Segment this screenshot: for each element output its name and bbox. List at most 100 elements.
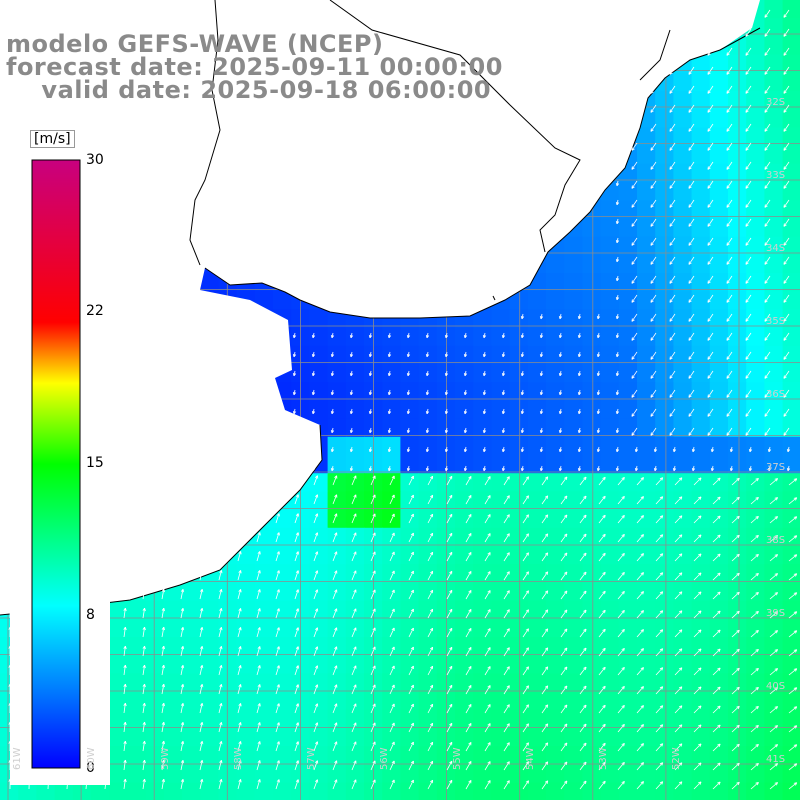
field-cell <box>509 345 529 365</box>
field-cell <box>309 655 329 674</box>
land-mask <box>0 0 761 616</box>
field-cell <box>564 546 583 565</box>
wind-arrow <box>615 123 620 130</box>
field-cell <box>600 436 620 456</box>
field-cell <box>400 655 420 674</box>
wind-arrow <box>560 495 568 505</box>
field-cell <box>527 673 547 693</box>
wind-arrow <box>503 704 510 714</box>
wind-arrow <box>503 590 510 600</box>
wind-arrow <box>332 684 338 695</box>
field-cell <box>509 455 529 474</box>
wind-arrow <box>123 588 127 600</box>
field-cell <box>709 491 729 511</box>
wind-arrow <box>294 589 300 600</box>
wind-arrow <box>726 408 733 417</box>
field-cell <box>345 673 365 693</box>
wind-arrow <box>707 351 714 360</box>
wind-arrow <box>539 408 544 415</box>
wind-arrow <box>693 629 702 638</box>
wind-arrow <box>387 465 392 472</box>
wind-arrow <box>216 389 221 396</box>
field-cell <box>600 728 620 747</box>
wind-arrow <box>140 408 145 415</box>
wind-arrow <box>142 721 146 733</box>
wind-arrow <box>463 408 468 415</box>
wind-arrow <box>294 475 300 486</box>
field-cell <box>546 637 565 656</box>
wind-arrow <box>313 741 319 752</box>
field-cell <box>491 691 511 711</box>
wind-arrow <box>275 627 280 638</box>
wind-arrow <box>294 551 300 562</box>
wind-arrow <box>577 446 582 453</box>
field-cell <box>327 382 347 401</box>
field-cell <box>655 691 674 711</box>
wind-arrow <box>503 723 510 733</box>
field-cell <box>127 691 147 711</box>
wind-arrow <box>560 761 568 771</box>
wind-arrow <box>389 741 395 752</box>
field-cell <box>72 782 92 800</box>
field-cell <box>309 709 329 729</box>
field-cell <box>637 509 656 529</box>
wind-arrow <box>617 476 625 486</box>
field-cell <box>309 673 329 693</box>
field-cell <box>709 455 729 474</box>
wind-arrow <box>750 762 759 771</box>
wind-arrow <box>712 610 721 619</box>
field-cell <box>309 691 329 711</box>
wind-arrow <box>707 9 714 18</box>
field-cell <box>728 254 747 274</box>
field-cell <box>345 691 365 711</box>
field-cell <box>746 364 765 383</box>
wind-arrow <box>707 313 714 322</box>
wind-arrow <box>142 664 146 676</box>
field-cell <box>618 746 638 765</box>
wind-arrow <box>650 47 657 56</box>
wind-arrow <box>788 516 798 524</box>
field-cell <box>582 273 602 292</box>
field-cell <box>527 436 547 456</box>
field-cell <box>691 127 711 147</box>
wind-arrow <box>783 294 790 303</box>
wind-arrow <box>631 275 638 284</box>
wind-arrow <box>275 722 280 733</box>
wind-arrow <box>596 332 601 339</box>
wind-arrow <box>484 685 491 695</box>
field-cell <box>746 345 765 365</box>
field-cell <box>273 655 292 674</box>
field-cell <box>764 509 784 529</box>
wind-arrow <box>615 389 620 396</box>
wind-arrow <box>123 607 127 619</box>
field-cell <box>564 254 583 274</box>
wind-arrow <box>731 534 740 543</box>
field-cell <box>764 673 784 693</box>
wind-arrow <box>767 446 772 453</box>
wind-arrow <box>707 294 714 303</box>
field-cell <box>163 709 183 729</box>
field-cell <box>728 546 747 565</box>
wind-arrow <box>180 759 185 771</box>
field-cell <box>382 728 401 747</box>
wind-arrow <box>237 779 242 790</box>
field-cell <box>236 637 256 656</box>
field-cell <box>546 764 565 784</box>
field-cell <box>236 546 256 565</box>
field-cell <box>455 436 474 456</box>
field-cell <box>218 564 238 583</box>
wind-arrow <box>332 589 338 600</box>
wind-arrow <box>275 513 280 524</box>
wind-arrow <box>655 534 664 543</box>
field-cell <box>345 400 365 420</box>
field-cell <box>527 455 547 474</box>
wind-arrow <box>650 351 657 360</box>
field-cell <box>546 345 565 365</box>
field-cell <box>746 273 765 292</box>
field-cell <box>564 637 583 656</box>
field-cell <box>546 455 565 474</box>
field-cell <box>673 582 693 602</box>
wind-arrow <box>256 551 261 562</box>
field-cell <box>345 782 365 800</box>
wind-arrow <box>522 780 529 790</box>
